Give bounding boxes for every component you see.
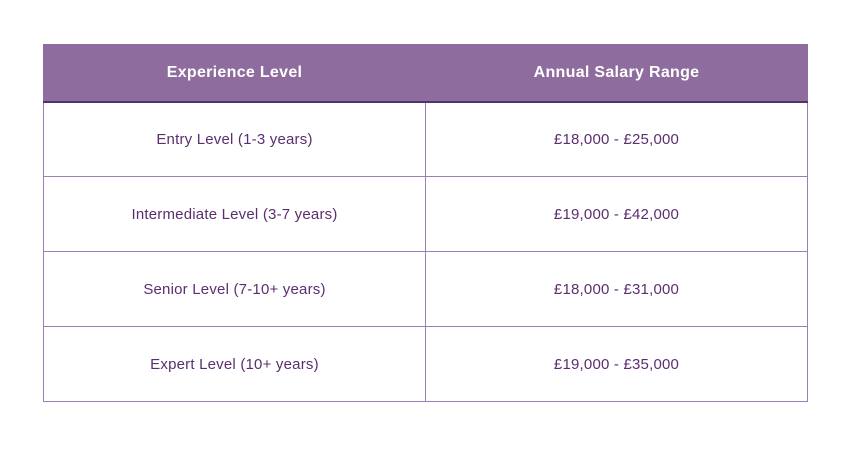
salary-table-container: Experience Level Annual Salary Range Ent… [43, 44, 808, 402]
salary-cell: £19,000 - £42,000 [425, 176, 808, 252]
experience-cell: Expert Level (10+ years) [43, 326, 426, 402]
column-header-experience-level: Experience Level [43, 44, 426, 103]
salary-table-body: Entry Level (1-3 years) £18,000 - £25,00… [43, 101, 808, 402]
salary-cell: £18,000 - £25,000 [425, 101, 808, 177]
salary-cell: £18,000 - £31,000 [425, 251, 808, 327]
table-row: Expert Level (10+ years) £19,000 - £35,0… [43, 326, 808, 402]
header-row: Experience Level Annual Salary Range [43, 44, 808, 103]
salary-table-header: Experience Level Annual Salary Range [43, 44, 808, 103]
experience-cell: Senior Level (7-10+ years) [43, 251, 426, 327]
table-row: Senior Level (7-10+ years) £18,000 - £31… [43, 251, 808, 327]
experience-cell: Intermediate Level (3-7 years) [43, 176, 426, 252]
table-row: Intermediate Level (3-7 years) £19,000 -… [43, 176, 808, 252]
salary-cell: £19,000 - £35,000 [425, 326, 808, 402]
column-header-annual-salary-range: Annual Salary Range [425, 44, 808, 103]
table-row: Entry Level (1-3 years) £18,000 - £25,00… [43, 101, 808, 177]
salary-table: Experience Level Annual Salary Range Ent… [43, 44, 808, 402]
experience-cell: Entry Level (1-3 years) [43, 101, 426, 177]
